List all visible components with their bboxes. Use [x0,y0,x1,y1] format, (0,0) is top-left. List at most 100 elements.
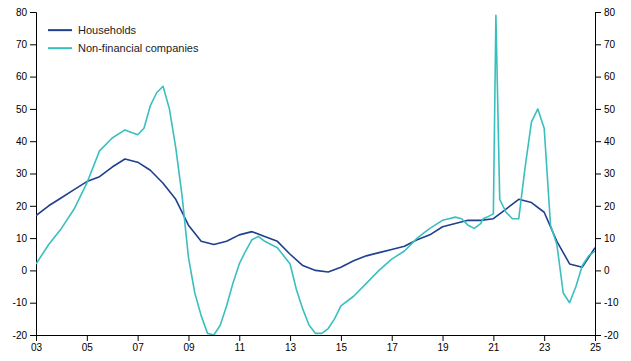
tick: 17 [387,335,399,353]
tick-label: 0 [21,265,27,276]
tick-label: -10 [604,297,619,308]
legend-item: Non-financial companies [48,42,199,54]
tick-label: 30 [604,168,616,179]
tick-label: -20 [13,330,28,341]
tick-mark [87,335,88,341]
tick: 40 [16,136,36,147]
tick-mark [595,206,601,207]
tick: 30 [595,168,616,179]
tick-label: 80 [604,7,616,18]
series-line [36,15,595,335]
tick: 60 [16,71,36,82]
tick: -20 [13,330,36,341]
tick: -10 [13,297,36,308]
tick-label: 50 [604,104,616,115]
tick: 50 [595,104,616,115]
lines [36,15,595,335]
tick: 19 [437,335,449,353]
tick: 70 [16,39,36,50]
tick-label: 19 [437,342,449,353]
tick-label: 40 [16,136,28,147]
tick-label: 21 [488,342,500,353]
chart: 030507091113151719212325-20-100102030405… [0,0,631,361]
tick-label: 80 [16,7,28,18]
tick-label: 40 [604,136,616,147]
tick-mark [239,335,240,341]
tick-label: 07 [133,342,145,353]
tick-label: 50 [16,104,28,115]
tick: 03 [31,335,43,353]
y-axis: -20 -10 0 10 20 30 40 50 60 70 80 [13,7,37,341]
plot: 030507091113151719212325-20-100102030405… [13,7,619,353]
tick-label: 30 [16,168,28,179]
tick: 30 [16,168,36,179]
y2-axis: -20 -10 0 10 20 30 40 50 60 70 80 [595,7,619,341]
tick-mark [544,335,545,341]
tick-label: 10 [16,233,28,244]
tick: 05 [82,335,94,353]
tick-label: 23 [539,342,551,353]
legend-swatch [48,47,72,49]
tick-mark [30,12,36,13]
tick: 60 [595,71,616,82]
tick-label: 13 [285,342,297,353]
tick-mark [341,335,342,341]
axis-line [30,13,37,336]
legend-label: Non-financial companies [78,42,199,54]
tick-label: 05 [82,342,94,353]
tick: 80 [16,7,36,18]
tick: 80 [595,7,616,18]
tick: 10 [16,233,36,244]
tick-label: 20 [16,201,28,212]
tick: 23 [539,335,551,353]
tick: 10 [595,233,616,244]
tick-mark [595,303,601,304]
tick-mark [595,238,601,239]
tick: 11 [235,335,246,353]
tick: 40 [595,136,616,147]
tick: 20 [595,201,616,212]
tick: 13 [285,335,297,353]
axis-line [596,13,602,336]
tick-mark [443,335,444,341]
tick: 21 [488,335,500,353]
tick-label: 60 [16,71,28,82]
tick-mark [493,335,494,341]
tick-label: 15 [336,342,348,353]
tick-mark [30,206,36,207]
tick-mark [138,335,139,341]
tick: 0 [595,265,610,276]
tick: 07 [133,335,145,353]
series-line [36,159,595,272]
tick-mark [30,238,36,239]
tick-mark [30,109,36,110]
tick-mark [595,174,601,175]
tick-label: 09 [183,342,195,353]
tick-label: 70 [604,39,616,50]
tick: 15 [336,335,348,353]
legend-swatch [48,29,72,31]
tick-label: 70 [16,39,28,50]
tick: 20 [16,201,36,212]
tick-mark [30,174,36,175]
tick-label: -10 [13,297,28,308]
tick-label: 11 [235,342,246,353]
legend: Households Non-financial companies [48,24,199,54]
tick-mark [595,270,601,271]
tick-mark [30,44,36,45]
tick-mark [188,335,189,341]
tick-mark [595,77,601,78]
tick-mark [30,303,36,304]
tick-mark [595,12,601,13]
tick-label: 60 [604,71,616,82]
tick: 50 [16,104,36,115]
tick-mark [30,141,36,142]
x-axis: 030507091113151719212325 [31,335,602,353]
legend-item: Households [48,24,137,36]
tick-label: 10 [604,233,616,244]
tick: -20 [595,330,619,341]
tick-label: -20 [604,330,619,341]
axis-line [37,336,596,342]
tick-label: 0 [604,265,610,276]
tick-mark [30,270,36,271]
